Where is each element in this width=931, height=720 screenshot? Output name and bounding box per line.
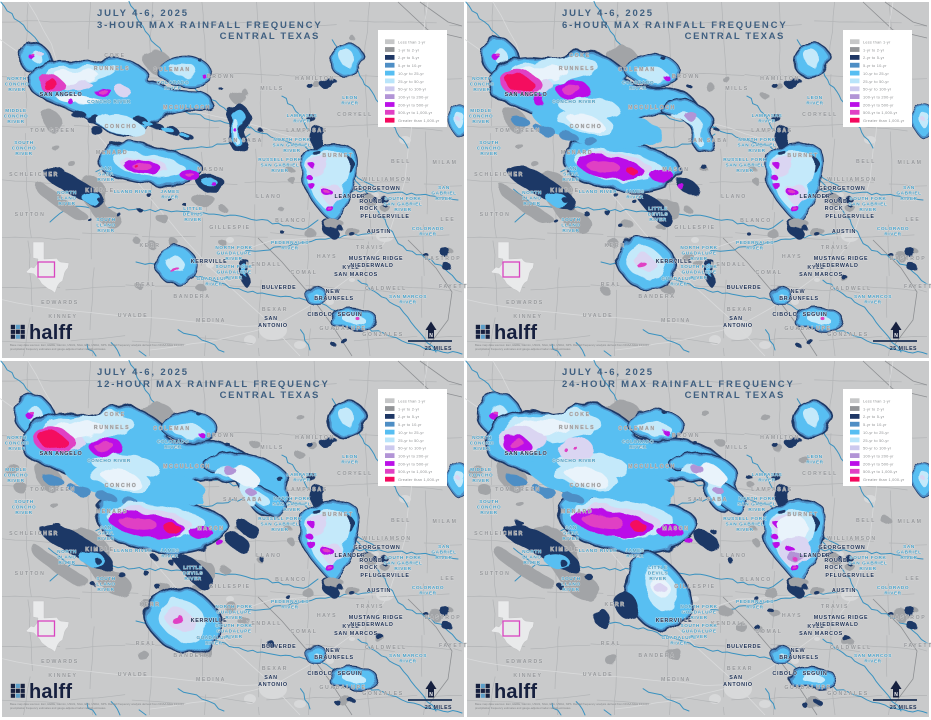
svg-text:6-HOUR MAX RAINFALL FREQUENCY: 6-HOUR MAX RAINFALL FREQUENCY [562,20,788,31]
svg-text:JULY 4-6, 2025: JULY 4-6, 2025 [97,367,189,378]
svg-text:CENTRAL TEXAS: CENTRAL TEXAS [685,31,785,42]
svg-text:JULY 4-6, 2025: JULY 4-6, 2025 [562,8,654,19]
svg-text:JULY 4-6, 2025: JULY 4-6, 2025 [97,8,189,19]
svg-text:JULY 4-6, 2025: JULY 4-6, 2025 [562,367,654,378]
svg-text:CENTRAL TEXAS: CENTRAL TEXAS [685,390,785,401]
svg-text:24-HOUR MAX RAINFALL FREQUENCY: 24-HOUR MAX RAINFALL FREQUENCY [562,379,795,390]
svg-text:CENTRAL TEXAS: CENTRAL TEXAS [220,31,320,42]
svg-text:3-HOUR MAX RAINFALL FREQUENCY: 3-HOUR MAX RAINFALL FREQUENCY [97,20,323,31]
svg-text:12-HOUR MAX RAINFALL FREQUENCY: 12-HOUR MAX RAINFALL FREQUENCY [97,379,330,390]
svg-text:CENTRAL TEXAS: CENTRAL TEXAS [220,390,320,401]
